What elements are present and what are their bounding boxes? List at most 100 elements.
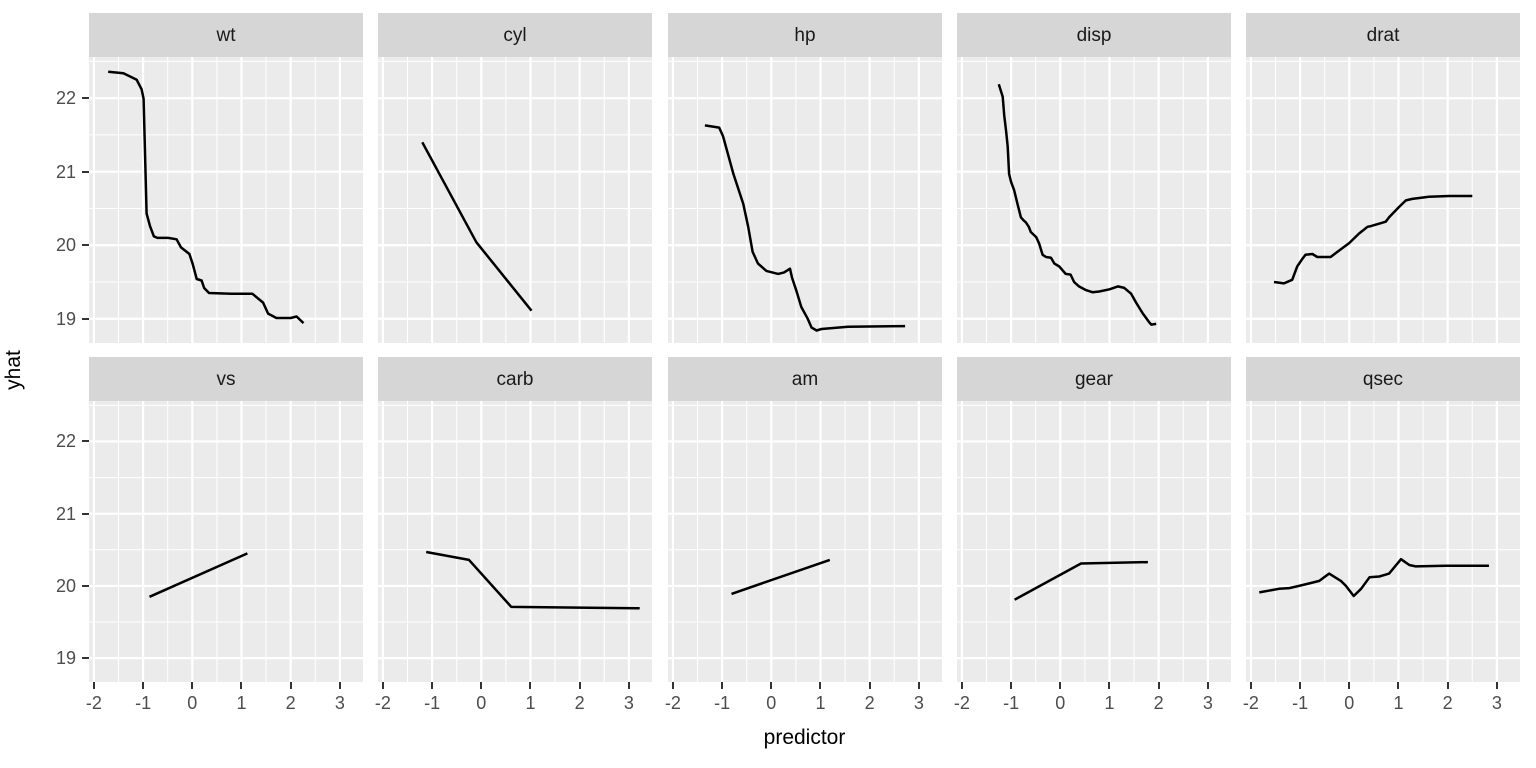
trend-line-vs bbox=[148, 552, 248, 598]
x-axis-title: predictor bbox=[763, 726, 846, 749]
x-tick-mark bbox=[1299, 682, 1302, 689]
x-tick-label: 0 bbox=[476, 693, 487, 713]
x-tick-label: -2 bbox=[1242, 693, 1259, 713]
facet-strip-cyl: cyl bbox=[378, 13, 652, 57]
facet-strip-qsec: qsec bbox=[1246, 357, 1520, 401]
x-tick-mark bbox=[578, 682, 581, 689]
facet-strip-label: vs bbox=[216, 368, 236, 390]
facet-strip-am: am bbox=[668, 357, 942, 401]
trend-line-cyl bbox=[421, 141, 533, 312]
x-tick-mark bbox=[770, 682, 773, 689]
facet-panel-cyl bbox=[378, 57, 652, 343]
x-tick-mark bbox=[480, 682, 483, 689]
x-tick-mark bbox=[671, 682, 674, 689]
facet-strip-wt: wt bbox=[89, 13, 363, 57]
x-tick-label: 1 bbox=[236, 693, 247, 713]
x-tick-label: -2 bbox=[374, 693, 391, 713]
facet-panel-hp bbox=[668, 57, 942, 343]
facet-panel-vs bbox=[89, 401, 363, 682]
x-tick-label: 1 bbox=[1393, 693, 1404, 713]
x-tick-mark bbox=[1446, 682, 1449, 689]
panel-background bbox=[1246, 401, 1520, 682]
x-tick-label: 0 bbox=[1055, 693, 1066, 713]
facet-strip-drat: drat bbox=[1246, 13, 1520, 57]
x-tick-mark bbox=[338, 682, 341, 689]
facet-strip-label: qsec bbox=[1362, 368, 1404, 390]
panel-background bbox=[378, 401, 652, 682]
x-tick-mark bbox=[92, 682, 95, 689]
panel-background bbox=[668, 57, 942, 343]
x-tick-label: 3 bbox=[913, 693, 924, 713]
facet-strip-label: am bbox=[791, 368, 819, 390]
x-tick-label: 2 bbox=[864, 693, 875, 713]
facet-strip-label: disp bbox=[1076, 24, 1112, 46]
facet-strip-label: wt bbox=[216, 24, 236, 46]
y-tick-label: 20 bbox=[55, 235, 76, 256]
trend-line-gear bbox=[1014, 560, 1148, 601]
trend-line-disp bbox=[997, 83, 1157, 326]
panel-background bbox=[957, 57, 1231, 343]
x-tick-label: 3 bbox=[1491, 693, 1502, 713]
x-tick-label: 3 bbox=[334, 693, 345, 713]
facet-strip-label: cyl bbox=[503, 24, 527, 46]
y-tick-label: 22 bbox=[55, 88, 76, 109]
facet-strip-vs: vs bbox=[89, 357, 363, 401]
y-tick-label: 19 bbox=[55, 648, 76, 669]
trend-line-wt bbox=[108, 70, 305, 325]
y-tick-mark bbox=[82, 170, 89, 173]
x-tick-mark bbox=[1206, 682, 1209, 689]
facet-panel-gear bbox=[957, 401, 1231, 682]
x-tick-label: -1 bbox=[424, 693, 441, 713]
y-tick-label: 19 bbox=[55, 308, 76, 329]
x-tick-label: 0 bbox=[766, 693, 777, 713]
x-tick-label: 3 bbox=[1202, 693, 1213, 713]
x-tick-label: 2 bbox=[1442, 693, 1453, 713]
trend-line-qsec bbox=[1259, 557, 1489, 598]
x-tick-label: -2 bbox=[664, 693, 681, 713]
x-tick-label: 1 bbox=[815, 693, 826, 713]
y-tick-mark bbox=[82, 657, 89, 660]
x-tick-mark bbox=[868, 682, 871, 689]
x-tick-mark bbox=[529, 682, 532, 689]
x-tick-mark bbox=[1108, 682, 1111, 689]
y-tick-mark bbox=[82, 317, 89, 320]
x-tick-label: 2 bbox=[1153, 693, 1164, 713]
y-tick-label: 22 bbox=[55, 431, 76, 452]
x-tick-mark bbox=[1495, 682, 1498, 689]
x-tick-label: -1 bbox=[135, 693, 152, 713]
x-tick-mark bbox=[191, 682, 194, 689]
facet-strip-carb: carb bbox=[378, 357, 652, 401]
facet-strip-hp: hp bbox=[668, 13, 942, 57]
trend-line-hp bbox=[704, 124, 906, 332]
y-tick-label: 20 bbox=[55, 575, 76, 596]
x-tick-mark bbox=[627, 682, 630, 689]
x-tick-mark bbox=[1059, 682, 1062, 689]
x-tick-label: 2 bbox=[574, 693, 585, 713]
trend-line-am bbox=[731, 558, 831, 596]
trend-line-drat bbox=[1273, 194, 1473, 285]
trend-line-carb bbox=[425, 550, 640, 610]
panel-background bbox=[668, 401, 942, 682]
x-tick-mark bbox=[917, 682, 920, 689]
facet-panel-am bbox=[668, 401, 942, 682]
x-tick-label: 1 bbox=[1104, 693, 1115, 713]
facet-panel-wt bbox=[89, 57, 363, 343]
facet-strip-label: gear bbox=[1074, 368, 1114, 390]
x-tick-mark bbox=[381, 682, 384, 689]
x-tick-label: 2 bbox=[285, 693, 296, 713]
facet-strip-label: drat bbox=[1366, 24, 1400, 46]
x-tick-mark bbox=[819, 682, 822, 689]
y-tick-mark bbox=[82, 244, 89, 247]
facet-strip-label: carb bbox=[496, 368, 534, 390]
x-tick-label: -2 bbox=[953, 693, 970, 713]
y-tick-mark bbox=[82, 584, 89, 587]
panel-background bbox=[1246, 57, 1520, 343]
x-tick-label: 0 bbox=[187, 693, 198, 713]
x-tick-mark bbox=[431, 682, 434, 689]
panel-background bbox=[378, 57, 652, 343]
facet-panel-disp bbox=[957, 57, 1231, 343]
panel-background bbox=[89, 57, 363, 343]
y-tick-mark bbox=[82, 440, 89, 443]
facet-strip-disp: disp bbox=[957, 13, 1231, 57]
